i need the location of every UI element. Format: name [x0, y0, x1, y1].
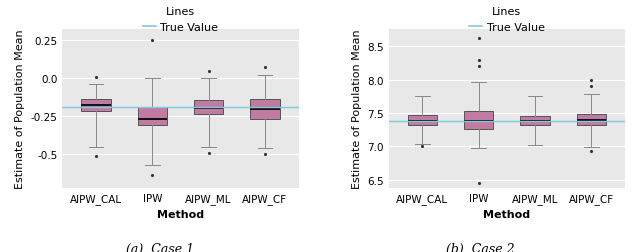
PathPatch shape: [81, 99, 111, 111]
X-axis label: Method: Method: [157, 209, 204, 219]
Legend: True Value: True Value: [469, 7, 545, 33]
PathPatch shape: [520, 117, 550, 126]
PathPatch shape: [250, 99, 280, 119]
Y-axis label: Estimate of Population Mean: Estimate of Population Mean: [15, 30, 25, 189]
Text: (b)  Case 2: (b) Case 2: [445, 242, 515, 252]
PathPatch shape: [577, 115, 606, 126]
Y-axis label: Estimate of Population Mean: Estimate of Population Mean: [351, 30, 362, 189]
PathPatch shape: [138, 108, 167, 125]
X-axis label: Method: Method: [483, 209, 531, 219]
PathPatch shape: [408, 116, 437, 125]
Legend: True Value: True Value: [143, 7, 218, 33]
PathPatch shape: [194, 101, 223, 115]
Text: (a)  Case 1: (a) Case 1: [126, 242, 194, 252]
PathPatch shape: [464, 111, 493, 130]
